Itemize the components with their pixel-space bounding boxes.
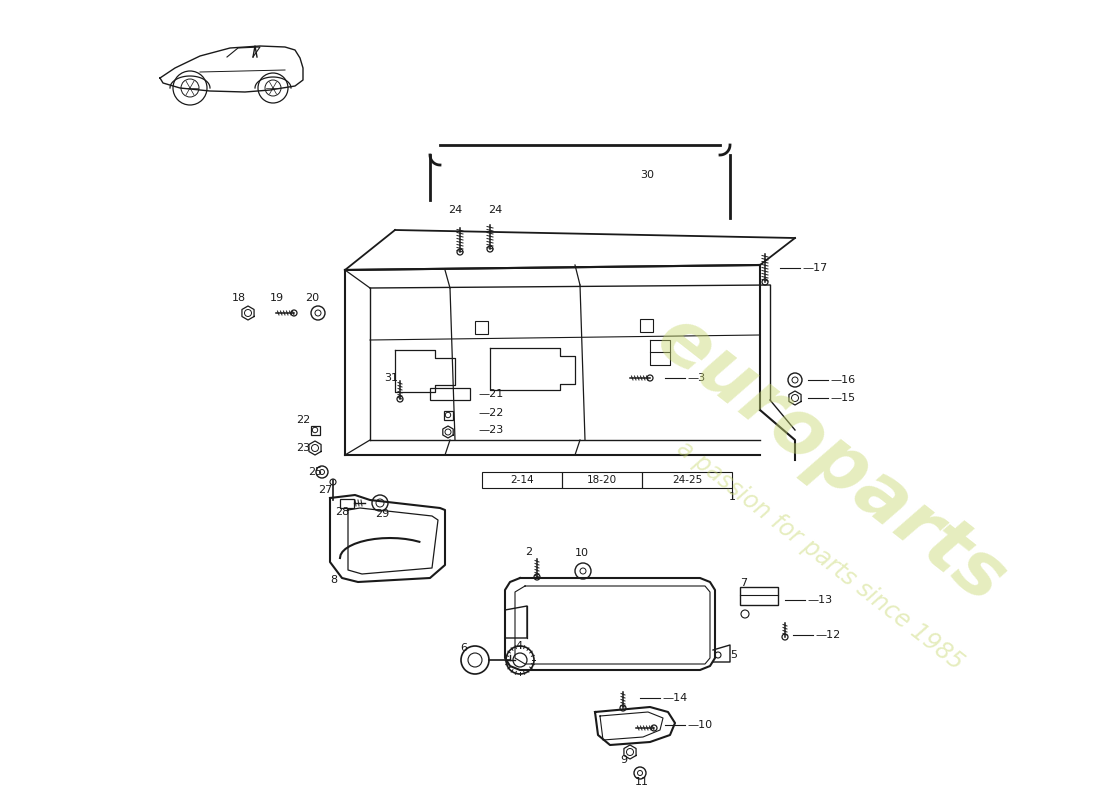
Text: 18: 18 — [232, 293, 246, 303]
Text: 8: 8 — [330, 575, 337, 585]
Text: 22: 22 — [296, 415, 310, 425]
Text: 23: 23 — [296, 443, 310, 453]
Circle shape — [330, 479, 336, 485]
Text: —21: —21 — [478, 389, 504, 399]
Text: —13: —13 — [807, 595, 832, 605]
Text: 9: 9 — [620, 755, 627, 765]
Circle shape — [647, 375, 653, 381]
Text: 24: 24 — [448, 205, 462, 215]
Bar — [430, 388, 470, 400]
Circle shape — [762, 279, 768, 285]
Circle shape — [534, 574, 540, 580]
Text: 4: 4 — [515, 641, 522, 651]
Circle shape — [487, 246, 493, 252]
Text: —3: —3 — [688, 373, 705, 383]
Text: —14: —14 — [662, 693, 688, 703]
Bar — [562, 472, 642, 488]
Circle shape — [292, 310, 297, 316]
Text: 28: 28 — [336, 507, 350, 517]
Text: 11: 11 — [635, 777, 649, 787]
Text: 29: 29 — [375, 509, 389, 519]
Text: 25: 25 — [308, 467, 322, 477]
Bar — [642, 472, 732, 488]
Bar — [443, 410, 452, 419]
Circle shape — [456, 249, 463, 255]
Circle shape — [397, 396, 403, 402]
Bar — [310, 426, 319, 434]
Bar — [740, 587, 778, 605]
Text: 6: 6 — [460, 643, 467, 653]
Text: 18-20: 18-20 — [587, 475, 617, 485]
Text: —15: —15 — [830, 393, 855, 403]
Text: —23: —23 — [478, 425, 504, 435]
Text: 7: 7 — [740, 578, 747, 588]
Text: 31: 31 — [384, 373, 398, 383]
Text: 24: 24 — [488, 205, 503, 215]
Text: —17: —17 — [802, 263, 827, 273]
Circle shape — [782, 634, 788, 640]
Circle shape — [651, 725, 657, 731]
Text: 2: 2 — [525, 547, 532, 557]
Text: 27: 27 — [318, 485, 332, 495]
Text: a passion for parts since 1985: a passion for parts since 1985 — [672, 436, 968, 674]
Bar — [340, 499, 354, 508]
Text: —16: —16 — [830, 375, 855, 385]
Text: 5: 5 — [730, 650, 737, 660]
Text: 30: 30 — [640, 170, 654, 180]
Bar — [475, 321, 488, 334]
Text: —10: —10 — [688, 720, 712, 730]
Circle shape — [620, 705, 626, 711]
Text: 2-14: 2-14 — [510, 475, 534, 485]
Text: 24-25: 24-25 — [672, 475, 702, 485]
Text: 20: 20 — [305, 293, 319, 303]
Text: 1: 1 — [728, 492, 736, 502]
Bar — [640, 319, 653, 332]
Text: —12: —12 — [815, 630, 840, 640]
Text: europarts: europarts — [641, 301, 1019, 619]
Text: —22: —22 — [478, 408, 504, 418]
Bar — [482, 472, 562, 488]
Text: 10: 10 — [575, 548, 589, 558]
Text: 19: 19 — [270, 293, 284, 303]
